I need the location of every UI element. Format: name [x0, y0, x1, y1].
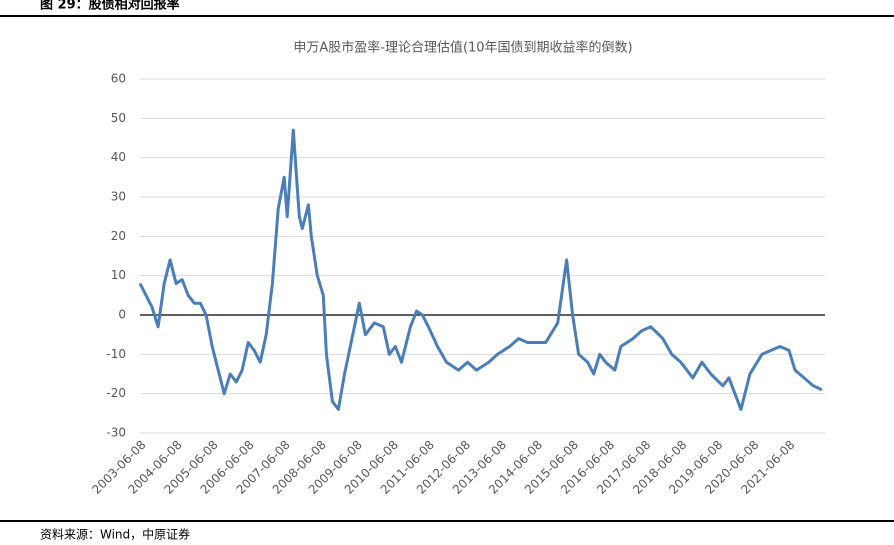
y-tick-label: 30	[111, 190, 126, 204]
y-tick-label: 60	[111, 72, 126, 86]
y-tick-label: 20	[111, 229, 126, 243]
y-tick-label: 10	[111, 268, 126, 282]
data-line	[138, 128, 823, 411]
y-tick-label: 0	[118, 308, 126, 322]
y-tick-label: -10	[106, 347, 126, 361]
y-tick-label: -30	[106, 426, 126, 440]
source-note: 资料来源：Wind，中原证券	[40, 527, 190, 542]
y-tick-label: 40	[111, 150, 126, 164]
figure-title: 图 29：股债相对回报率	[40, 0, 180, 13]
y-tick-label: -20	[106, 386, 126, 400]
y-tick-label: 50	[111, 111, 126, 125]
chart-title: 申万A股市盈率-理论合理估值(10年国债到期收益率的倒数)	[293, 40, 632, 56]
